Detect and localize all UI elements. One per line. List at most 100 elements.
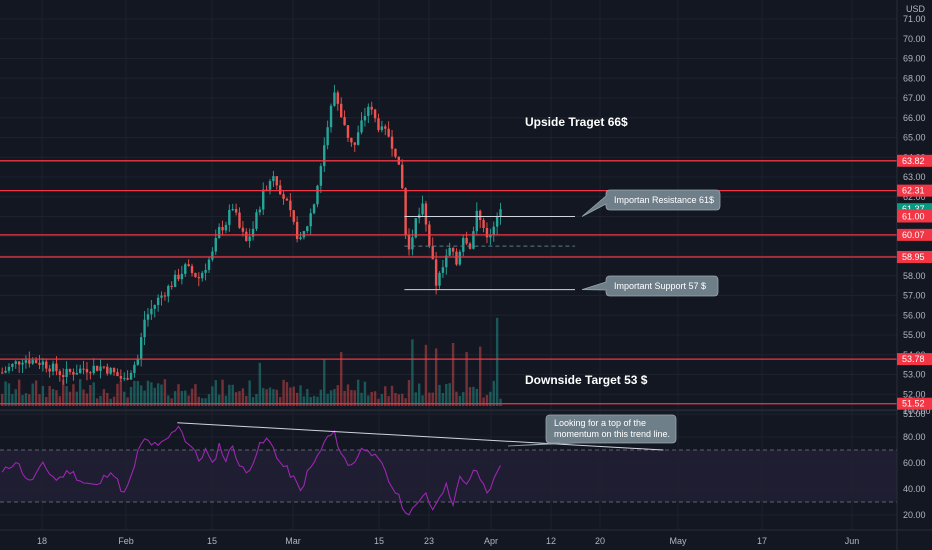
candle-body xyxy=(394,148,397,157)
rsi-callout[interactable]: Looking for a top of the momentum on thi… xyxy=(507,414,677,447)
volume-bar xyxy=(289,387,292,406)
volume-bar xyxy=(184,390,187,406)
candle-body xyxy=(367,106,370,117)
volume-bar xyxy=(248,380,251,406)
volume-bar xyxy=(465,352,468,406)
candle-body xyxy=(150,308,153,315)
level-price-badge-text: 51.52 xyxy=(902,399,925,409)
candle-body xyxy=(278,185,282,195)
candle-body xyxy=(268,181,272,190)
volume-bar xyxy=(451,343,455,406)
volume-bar xyxy=(482,397,485,406)
candle-body xyxy=(451,248,455,252)
candle-body xyxy=(116,372,119,377)
volume-bar xyxy=(401,393,404,406)
volume-bar xyxy=(78,379,82,406)
candle-body xyxy=(380,126,384,131)
candle-body xyxy=(106,366,109,374)
horizontal-levels[interactable] xyxy=(0,160,897,405)
volume-bar xyxy=(217,394,221,406)
candle-body xyxy=(136,358,139,365)
volume-bar xyxy=(95,398,99,406)
volume-bar xyxy=(262,388,265,406)
trend-lines[interactable] xyxy=(404,216,575,291)
candle-body xyxy=(217,227,221,238)
volume-bar xyxy=(129,386,133,406)
candle-body xyxy=(445,255,448,268)
rsi-axis-ticks[interactable]: 100.00 80.00 60.00 40.00 20.00 xyxy=(903,406,931,520)
candle-body xyxy=(295,221,299,240)
support-callout[interactable]: Important Support 57 $ xyxy=(581,275,719,297)
candle-body xyxy=(14,361,17,364)
volume-bar xyxy=(197,396,201,406)
volume-bar xyxy=(241,388,245,406)
volume-bar xyxy=(89,384,92,406)
resistance-callout[interactable]: Importan Resistance 61$ xyxy=(581,189,721,217)
volume-bar xyxy=(285,382,289,406)
price-axis-ticks[interactable]: 71.0070.0069.0068.0067.0066.0065.0064.00… xyxy=(903,14,926,419)
level-price-badge xyxy=(897,397,932,410)
volume-bar xyxy=(163,379,167,406)
candle-body xyxy=(119,376,123,379)
candle-body xyxy=(228,209,231,225)
candle-body xyxy=(234,209,238,213)
time-tick-label: 18 xyxy=(37,536,47,546)
candle-body xyxy=(333,92,336,106)
volume-bar xyxy=(316,396,319,406)
level-price-badge-text: 53.78 xyxy=(902,354,925,364)
rsi-panel[interactable] xyxy=(0,422,897,516)
volume-bar xyxy=(404,398,407,406)
volume-bar xyxy=(489,391,492,406)
candle-body xyxy=(78,368,82,374)
volume-bar xyxy=(434,348,438,406)
candle-body xyxy=(201,272,204,279)
candle-body xyxy=(262,189,265,210)
candle-body xyxy=(407,234,411,250)
candle-body xyxy=(214,237,217,252)
level-price-badge xyxy=(897,228,932,241)
volume-bar xyxy=(390,385,394,406)
candle-body xyxy=(421,203,424,215)
candle-body xyxy=(197,277,201,279)
volume-bar xyxy=(387,396,390,406)
candle-body xyxy=(329,105,333,128)
volume-bar xyxy=(24,393,28,406)
volume-bar xyxy=(119,380,123,406)
volume-bar xyxy=(265,389,268,406)
volume-bar xyxy=(384,386,387,406)
volume-bar xyxy=(21,395,24,406)
volume-bar xyxy=(41,385,45,406)
price-tick-label: 53.00 xyxy=(903,370,926,380)
candle-body xyxy=(221,227,224,231)
time-axis-ticks[interactable]: 18 Feb 15 Mar 15 23 Apr 12 20 May 17 Jun xyxy=(37,536,859,546)
candle-body xyxy=(377,118,380,131)
volume-bar xyxy=(116,383,119,406)
volume-bar xyxy=(221,379,224,406)
volume-bar xyxy=(323,359,326,406)
candle-body xyxy=(156,297,160,306)
horizontal-gridlines xyxy=(0,18,897,516)
volume-bar xyxy=(380,394,384,406)
candle-body xyxy=(282,194,285,199)
volume-bar xyxy=(14,389,17,406)
candle-body xyxy=(489,235,492,238)
volume-bar xyxy=(251,397,255,406)
candle-body xyxy=(133,364,136,373)
volume-bar xyxy=(295,392,299,406)
candle-body xyxy=(485,228,489,238)
candle-body xyxy=(4,370,7,373)
volume-bar xyxy=(462,392,465,406)
candle-body xyxy=(207,259,211,270)
volume-bar xyxy=(411,339,414,406)
volume-bar xyxy=(475,388,478,406)
candle-body xyxy=(180,273,184,280)
candle-body xyxy=(309,213,312,227)
candle-body xyxy=(306,226,309,232)
candle-body xyxy=(7,366,11,371)
candle-body xyxy=(62,375,65,377)
time-tick-label: 23 xyxy=(424,536,434,546)
volume-bar xyxy=(414,392,417,406)
current-price-badge xyxy=(897,210,932,223)
volume-bar xyxy=(4,381,7,406)
